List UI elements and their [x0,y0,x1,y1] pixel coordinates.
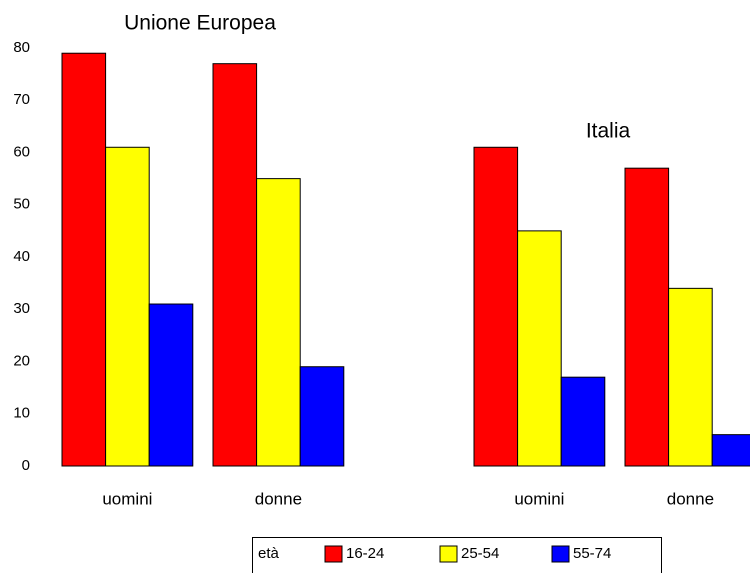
legend-label: 55-74 [573,545,611,562]
y-tick-label: 30 [13,300,30,317]
y-tick-label: 80 [13,39,30,56]
group-title: Unione Europea [124,12,276,35]
bar [473,146,519,467]
bar [668,287,713,467]
bar [624,167,670,467]
bar [61,52,107,467]
bar [711,434,750,467]
legend-swatch [551,545,570,563]
bar [212,63,258,467]
legend-swatch [324,545,343,563]
x-tick-label: donne [255,489,302,508]
group-title: Italia [586,120,631,143]
y-tick-label: 60 [13,143,30,160]
legend-swatch [439,545,458,563]
bar [517,230,562,467]
x-tick-label: donne [667,489,714,508]
y-tick-label: 40 [13,248,30,265]
bar [105,146,150,467]
legend-title: età [258,545,280,562]
y-tick-label: 10 [13,405,30,422]
x-tick-label: uomini [102,489,152,508]
bar [299,366,345,467]
bar [256,178,301,467]
y-tick-label: 70 [13,91,30,108]
legend-label: 16-24 [346,545,384,562]
y-tick-label: 50 [13,196,30,213]
x-tick-label: uomini [514,489,564,508]
bar [560,376,606,467]
y-tick-label: 0 [22,457,30,474]
legend-label: 25-54 [461,545,499,562]
y-tick-label: 20 [13,352,30,369]
bar [148,303,194,467]
